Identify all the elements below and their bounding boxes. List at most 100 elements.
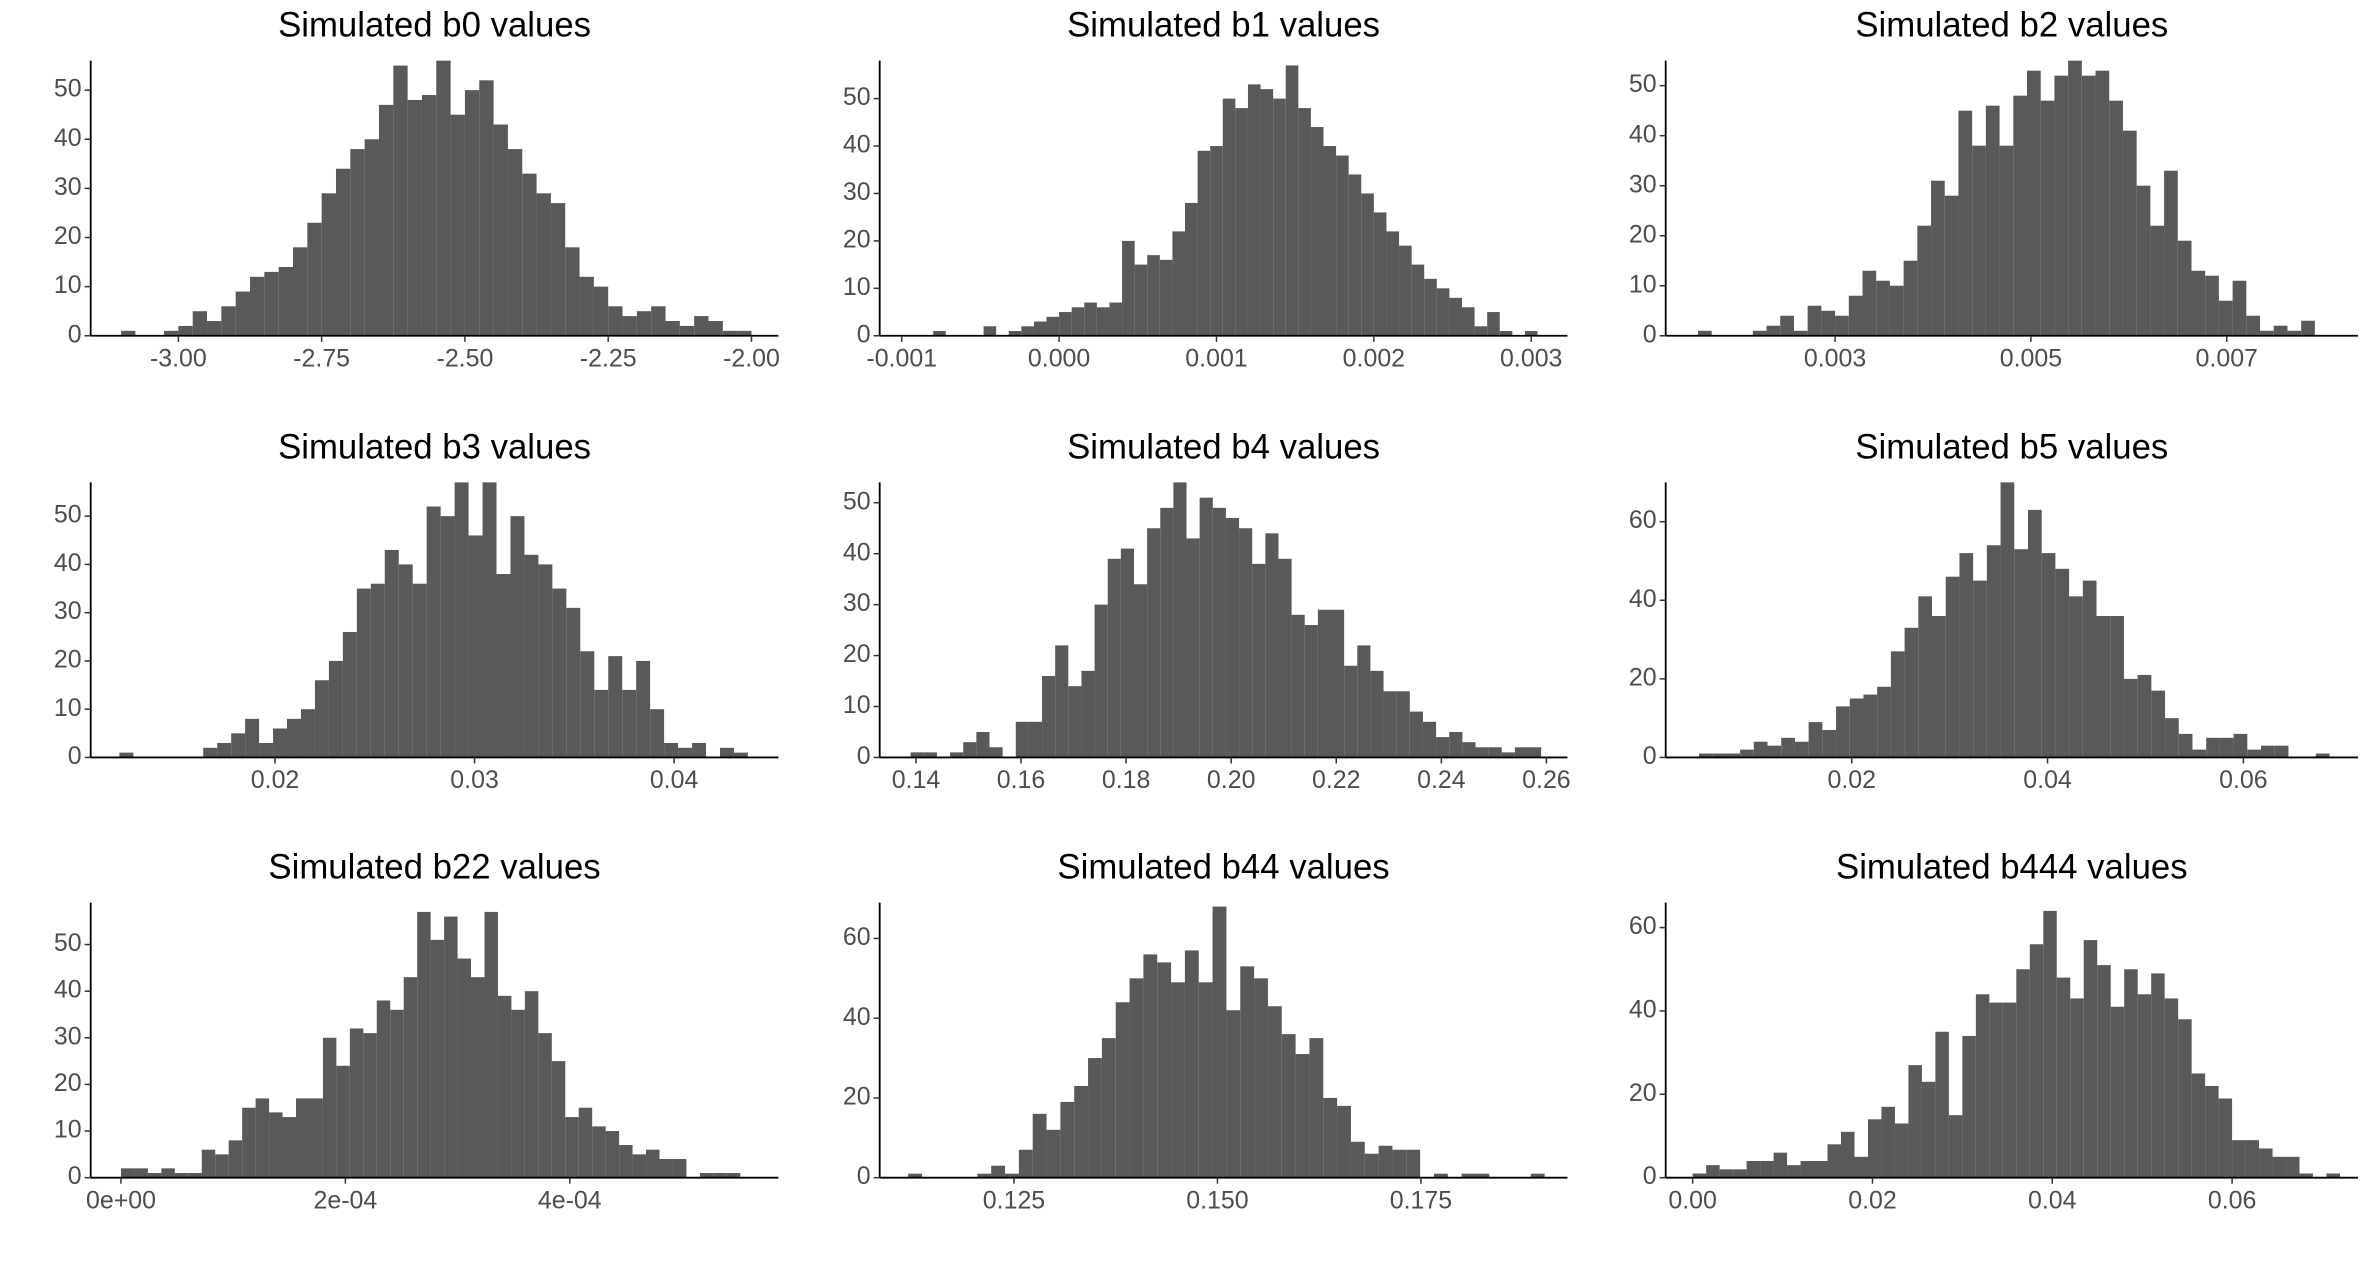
histogram-bar — [1945, 576, 1960, 758]
histogram-bar — [221, 306, 236, 336]
histogram-bar — [1461, 1173, 1476, 1178]
histogram-bar — [2136, 185, 2151, 336]
histogram-bar — [1918, 596, 1933, 758]
histogram-bar — [1032, 1113, 1047, 1178]
x-tick-label: 0.26 — [1522, 766, 1571, 794]
histogram-bar — [370, 583, 385, 758]
x-tick-label: -2.25 — [580, 345, 637, 373]
histogram-bar — [1199, 497, 1213, 758]
histogram-bar — [650, 709, 665, 758]
histogram-bar — [991, 1165, 1006, 1178]
histogram-bar — [1475, 1173, 1490, 1178]
x-tick-label: 0.06 — [2208, 1186, 2257, 1214]
y-tick-label: 40 — [843, 1003, 871, 1031]
histogram-bar — [1461, 307, 1475, 336]
histogram-bar — [1357, 645, 1371, 758]
histogram-bar — [1273, 98, 1286, 336]
histogram-bar — [1081, 670, 1095, 758]
y-tick-label: 10 — [843, 691, 871, 719]
histogram-bar — [1317, 609, 1332, 758]
histogram-panel: Simulated b3 values 0.02 0.03 0.04 0 10 20 30 40… — [54, 428, 779, 794]
histogram-bar — [1698, 753, 1713, 758]
histogram-bar — [579, 276, 594, 336]
histogram-bar — [259, 742, 274, 758]
histogram-bar — [2177, 240, 2192, 336]
x-tick-label: 0.04 — [2023, 766, 2072, 794]
histogram-bar — [454, 482, 469, 758]
histogram-bar — [1766, 325, 1781, 336]
histogram-bar — [1240, 966, 1255, 1178]
histogram-bar — [608, 306, 623, 336]
histogram-bar — [2164, 998, 2179, 1178]
histogram-bar — [440, 516, 455, 758]
panel-title: Simulated b3 values — [278, 428, 591, 466]
histogram-bar — [1962, 1035, 1976, 1178]
histogram-bar — [2205, 275, 2219, 336]
histogram-bar — [2286, 1156, 2300, 1178]
histogram-bar — [1370, 670, 1384, 758]
histogram-bar — [2056, 977, 2071, 1178]
histogram-bar — [450, 114, 465, 336]
histogram-bar — [722, 330, 738, 336]
histogram-bar — [1808, 722, 1823, 758]
histogram-bar — [1101, 1038, 1116, 1178]
y-tick-label: 60 — [843, 923, 871, 951]
x-tick-label: -2.00 — [723, 345, 780, 373]
x-tick-label: 0.002 — [1343, 345, 1405, 373]
histogram-bar — [356, 588, 371, 758]
histogram-bar — [733, 752, 748, 758]
histogram-bar — [1074, 1085, 1089, 1178]
histogram-bar — [1424, 278, 1437, 336]
histogram-bar — [1015, 721, 1029, 758]
histogram-bar — [1989, 1002, 2003, 1178]
y-tick-label: 40 — [54, 124, 82, 152]
histogram-bar — [594, 689, 609, 758]
x-tick-label: 0e+00 — [86, 1186, 156, 1214]
histogram-bar — [1528, 747, 1542, 758]
y-tick-label: 0 — [857, 1162, 871, 1190]
histogram-bar — [307, 222, 322, 336]
histogram-bar — [1239, 528, 1253, 758]
histogram-bar — [2315, 753, 2330, 758]
histogram-bar — [2178, 1019, 2192, 1178]
histogram-bar — [2192, 749, 2207, 758]
x-tick-label: -2.50 — [437, 345, 494, 373]
histogram-bar — [1822, 729, 1837, 758]
x-tick-label: 0.000 — [1028, 345, 1090, 373]
histogram-bar — [1159, 259, 1173, 336]
panel-title: Simulated b1 values — [1067, 7, 1380, 45]
histogram-bar — [551, 1061, 566, 1178]
histogram-bar — [335, 168, 351, 336]
histogram-bar — [321, 193, 336, 336]
histogram-bar — [134, 1168, 148, 1178]
histogram-bar — [1254, 978, 1268, 1178]
histogram-bar — [1972, 145, 1986, 336]
histogram-bar — [2178, 733, 2193, 758]
histogram-bar — [421, 95, 437, 336]
histogram-bar — [1210, 146, 1223, 336]
histogram-bar — [1225, 518, 1240, 758]
x-tick-label: 0.150 — [1186, 1186, 1248, 1214]
x-tick-label: -2.75 — [293, 345, 350, 373]
x-tick-label: 0.16 — [997, 766, 1046, 794]
histogram-bar — [510, 516, 525, 758]
histogram-bar — [1411, 264, 1425, 336]
x-tick-label: -3.00 — [150, 345, 207, 373]
histogram-bar — [426, 506, 441, 758]
histogram-bar — [250, 276, 265, 336]
histogram-panel: Simulated b44 values 0.125 0.150 0.175 0 20 40… — [843, 849, 1568, 1214]
histogram-bar — [398, 564, 413, 758]
histogram-bar — [1184, 950, 1199, 1178]
histogram-bar — [2165, 718, 2179, 758]
histogram-bar — [1433, 1173, 1448, 1178]
histogram-bar — [1794, 741, 1809, 758]
histogram-bar — [983, 326, 997, 336]
histogram-bar — [1462, 742, 1476, 758]
x-tick-label: 0.04 — [2028, 1186, 2077, 1214]
histogram-bar — [665, 321, 680, 336]
histogram-bar — [908, 1173, 923, 1178]
histogram-bar — [2123, 678, 2138, 758]
x-tick-label: 0.02 — [1827, 766, 1876, 794]
histogram-bar — [2109, 100, 2123, 336]
histogram-bar — [1378, 1145, 1393, 1178]
